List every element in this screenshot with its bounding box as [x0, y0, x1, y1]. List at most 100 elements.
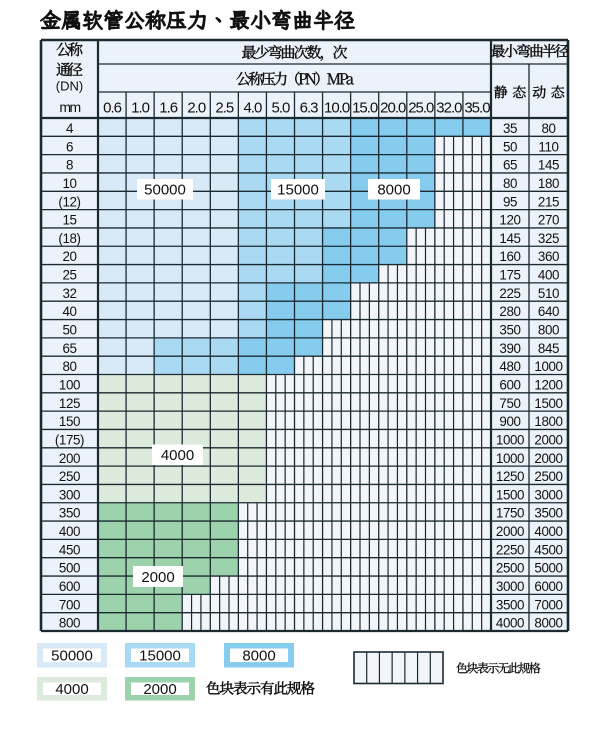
- svg-text:4: 4: [66, 121, 74, 136]
- svg-text:300: 300: [59, 487, 80, 502]
- svg-text:(12): (12): [58, 194, 80, 209]
- svg-text:1800: 1800: [534, 414, 562, 429]
- svg-text:2.5: 2.5: [215, 100, 234, 117]
- svg-text:900: 900: [499, 414, 520, 429]
- svg-text:15: 15: [62, 213, 76, 228]
- svg-text:1000: 1000: [496, 432, 524, 447]
- svg-text:8000: 8000: [377, 182, 410, 199]
- svg-text:80: 80: [503, 176, 517, 191]
- svg-text:1250: 1250: [496, 469, 524, 484]
- svg-text:2000: 2000: [534, 451, 562, 466]
- svg-text:1.6: 1.6: [159, 100, 178, 117]
- svg-text:(DN): (DN): [56, 79, 83, 94]
- svg-text:600: 600: [59, 579, 80, 594]
- svg-text:4.0: 4.0: [243, 100, 262, 117]
- svg-text:25.0: 25.0: [408, 100, 434, 117]
- svg-text:700: 700: [59, 597, 80, 612]
- svg-text:175: 175: [499, 268, 520, 283]
- svg-text:25: 25: [62, 268, 76, 283]
- svg-text:280: 280: [499, 304, 520, 319]
- svg-text:5000: 5000: [534, 561, 562, 576]
- svg-text:145: 145: [538, 158, 559, 173]
- svg-text:50: 50: [503, 139, 517, 154]
- svg-text:160: 160: [499, 249, 520, 264]
- svg-text:845: 845: [538, 341, 559, 356]
- svg-text:mm: mm: [59, 99, 80, 115]
- svg-text:270: 270: [538, 213, 559, 228]
- svg-text:1500: 1500: [534, 396, 562, 411]
- svg-text:40: 40: [62, 304, 76, 319]
- svg-text:1.0: 1.0: [131, 100, 150, 117]
- svg-text:125: 125: [59, 396, 80, 411]
- svg-text:4000: 4000: [496, 616, 524, 631]
- svg-text:6: 6: [66, 139, 73, 154]
- svg-text:6.3: 6.3: [300, 100, 319, 117]
- svg-text:95: 95: [503, 194, 517, 209]
- svg-text:500: 500: [59, 561, 80, 576]
- svg-text:350: 350: [59, 506, 80, 521]
- svg-text:3500: 3500: [496, 597, 524, 612]
- svg-text:800: 800: [59, 616, 80, 631]
- svg-text:120: 120: [499, 213, 520, 228]
- svg-text:2000: 2000: [496, 524, 524, 539]
- svg-text:150: 150: [59, 414, 80, 429]
- svg-text:10.0: 10.0: [324, 100, 350, 117]
- svg-text:750: 750: [499, 396, 520, 411]
- svg-text:50000: 50000: [144, 182, 186, 199]
- svg-text:1000: 1000: [534, 359, 562, 374]
- svg-text:65: 65: [62, 341, 76, 356]
- svg-text:600: 600: [499, 377, 520, 392]
- svg-text:15000: 15000: [277, 182, 319, 199]
- svg-text:480: 480: [499, 359, 520, 374]
- svg-text:1200: 1200: [534, 377, 562, 392]
- svg-text:800: 800: [538, 323, 559, 338]
- svg-text:225: 225: [499, 286, 520, 301]
- svg-text:80: 80: [62, 359, 76, 374]
- svg-text:4000: 4000: [534, 524, 562, 539]
- svg-text:2500: 2500: [534, 469, 562, 484]
- svg-text:1500: 1500: [496, 487, 524, 502]
- svg-text:510: 510: [538, 286, 559, 301]
- svg-text:6000: 6000: [534, 579, 562, 594]
- svg-text:32.0: 32.0: [436, 100, 462, 117]
- svg-text:0.6: 0.6: [103, 100, 122, 117]
- svg-text:1750: 1750: [496, 506, 524, 521]
- svg-text:3000: 3000: [534, 487, 562, 502]
- svg-text:640: 640: [538, 304, 559, 319]
- svg-text:450: 450: [59, 542, 80, 557]
- svg-text:2000: 2000: [534, 432, 562, 447]
- svg-text:2250: 2250: [496, 542, 524, 557]
- svg-text:325: 325: [538, 231, 559, 246]
- svg-text:360: 360: [538, 249, 559, 264]
- svg-text:4000: 4000: [161, 447, 194, 464]
- svg-text:(18): (18): [58, 231, 80, 246]
- svg-text:15000: 15000: [139, 648, 181, 665]
- svg-text:1000: 1000: [496, 451, 524, 466]
- svg-text:8: 8: [66, 158, 73, 173]
- svg-text:10: 10: [62, 176, 76, 191]
- svg-text:200: 200: [59, 451, 80, 466]
- svg-text:100: 100: [59, 377, 80, 392]
- svg-text:35.0: 35.0: [464, 100, 490, 117]
- svg-text:2500: 2500: [496, 561, 524, 576]
- svg-text:145: 145: [499, 231, 520, 246]
- svg-text:3000: 3000: [496, 579, 524, 594]
- svg-text:15.0: 15.0: [352, 100, 378, 117]
- svg-text:20: 20: [62, 249, 76, 264]
- svg-text:250: 250: [59, 469, 80, 484]
- svg-text:2000: 2000: [143, 681, 176, 698]
- svg-text:20.0: 20.0: [380, 100, 406, 117]
- svg-text:35: 35: [503, 121, 517, 136]
- svg-text:180: 180: [538, 176, 559, 191]
- svg-text:5.0: 5.0: [272, 100, 291, 117]
- svg-text:4500: 4500: [534, 542, 562, 557]
- svg-text:80: 80: [541, 121, 555, 136]
- svg-text:50: 50: [62, 323, 76, 338]
- svg-text:50000: 50000: [51, 648, 93, 665]
- svg-text:400: 400: [59, 524, 80, 539]
- svg-text:3500: 3500: [534, 506, 562, 521]
- svg-text:32: 32: [62, 286, 76, 301]
- svg-text:4000: 4000: [55, 681, 88, 698]
- svg-text:2000: 2000: [141, 569, 174, 586]
- svg-text:390: 390: [499, 341, 520, 356]
